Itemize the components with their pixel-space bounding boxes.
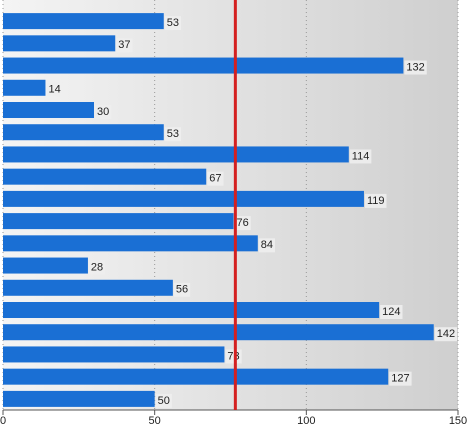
value-label: 142 [437,328,455,340]
value-label: 53 [167,128,179,140]
value-label-bg [349,149,372,164]
bar [3,213,234,230]
value-label-bg [155,393,172,408]
bar [3,13,164,30]
bar [3,235,258,252]
value-label: 73 [227,350,239,362]
value-label: 30 [97,106,109,118]
bar [3,168,207,185]
value-label-bg [258,238,276,253]
value-label: 127 [391,373,409,385]
value-label: 14 [48,84,60,96]
bar [3,324,434,341]
value-label-bg [95,105,112,119]
value-label: 84 [261,239,273,251]
value-label-bg [164,127,182,142]
bar [3,257,88,274]
bar [3,146,349,163]
value-label-bg [389,371,412,386]
bar [3,190,364,207]
bar [3,346,225,363]
value-label: 28 [91,261,103,273]
value-label: 67 [209,173,221,185]
value-label: 76 [237,217,249,229]
bar [3,302,380,318]
value-label-bg [116,38,133,53]
value-label: 53 [167,17,179,29]
bar [3,124,164,141]
bar [3,57,404,74]
value-label-bg [173,282,191,297]
value-label: 114 [352,150,370,162]
value-label-bg [234,216,251,231]
bar [3,390,155,407]
value-label-bg [364,193,387,208]
x-tick-label: 100 [297,415,315,427]
x-tick-label: 150 [449,415,467,427]
bar [3,35,116,52]
bar [3,368,389,385]
value-label-bg [88,260,106,275]
x-tick-label: 50 [149,415,161,427]
value-label-bg [207,171,224,186]
value-label-bg [46,82,63,97]
bar [3,79,46,96]
bar [3,102,94,118]
bar [3,279,173,296]
x-tick-label: 0 [0,415,6,427]
value-label: 119 [367,195,385,207]
value-label-bg [404,60,427,75]
value-label: 37 [118,39,130,51]
value-label-bg [380,305,403,319]
value-label: 132 [406,61,424,73]
value-label: 50 [158,395,170,407]
value-label: 56 [176,284,188,296]
value-label: 124 [382,306,400,318]
value-label-bg [225,349,242,364]
value-label-bg [164,16,182,31]
value-label-bg [434,327,458,342]
